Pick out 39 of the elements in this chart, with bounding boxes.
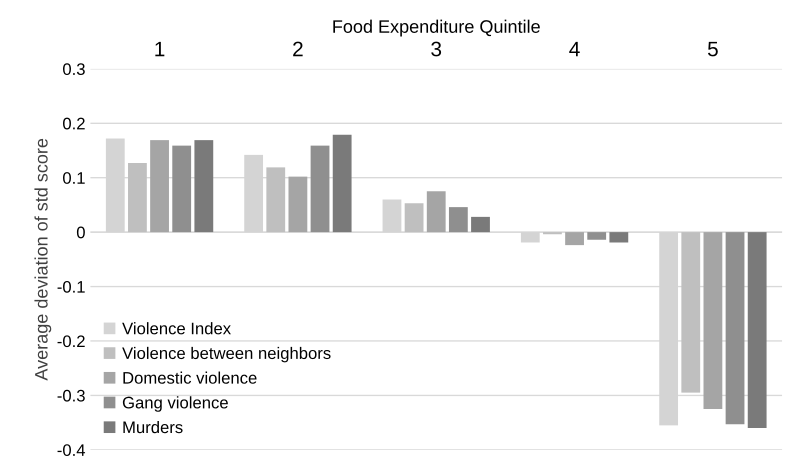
legend-label: Gang violence <box>122 396 228 412</box>
bar <box>288 176 308 232</box>
bar <box>448 207 468 232</box>
bar <box>172 146 192 232</box>
bar <box>609 232 628 242</box>
y-tick-label: 0 <box>76 226 85 238</box>
x-axis-title: Food Expenditure Quintile <box>333 20 540 37</box>
y-tick-label: -0.2 <box>58 335 85 348</box>
bar <box>310 146 330 232</box>
bar <box>681 232 700 393</box>
bar <box>748 232 767 428</box>
x-tick-label: 1 <box>155 42 164 56</box>
bar <box>194 140 214 232</box>
x-tick-label: 2 <box>293 42 303 56</box>
bar <box>266 167 286 232</box>
legend-label: Murders <box>123 420 183 434</box>
x-tick-label: 5 <box>708 42 718 56</box>
y-tick-label: 0.1 <box>63 172 85 184</box>
bar <box>703 232 722 409</box>
bar <box>426 191 446 232</box>
bar <box>471 216 490 232</box>
legend-label: Violence between neighbors <box>122 346 331 362</box>
y-tick-label: -0.1 <box>58 280 85 293</box>
y-tick-label: -0.4 <box>58 444 86 456</box>
y-axis-title: Average deviation of std score <box>34 138 52 381</box>
y-tick-label: -0.3 <box>58 390 85 402</box>
y-tick-label: 0.3 <box>63 63 85 76</box>
bar <box>404 203 424 232</box>
bar <box>332 134 352 232</box>
bar <box>150 140 169 232</box>
legend-label: Violence Index <box>122 322 231 334</box>
x-tick-label: 3 <box>431 42 442 56</box>
bar <box>587 232 606 240</box>
legend-label: Domestic violence <box>123 372 257 384</box>
bar <box>565 232 584 246</box>
bar <box>128 163 147 232</box>
y-tick-label: 0.2 <box>63 118 85 130</box>
x-tick-label: 4 <box>569 42 580 56</box>
bar <box>726 232 744 424</box>
